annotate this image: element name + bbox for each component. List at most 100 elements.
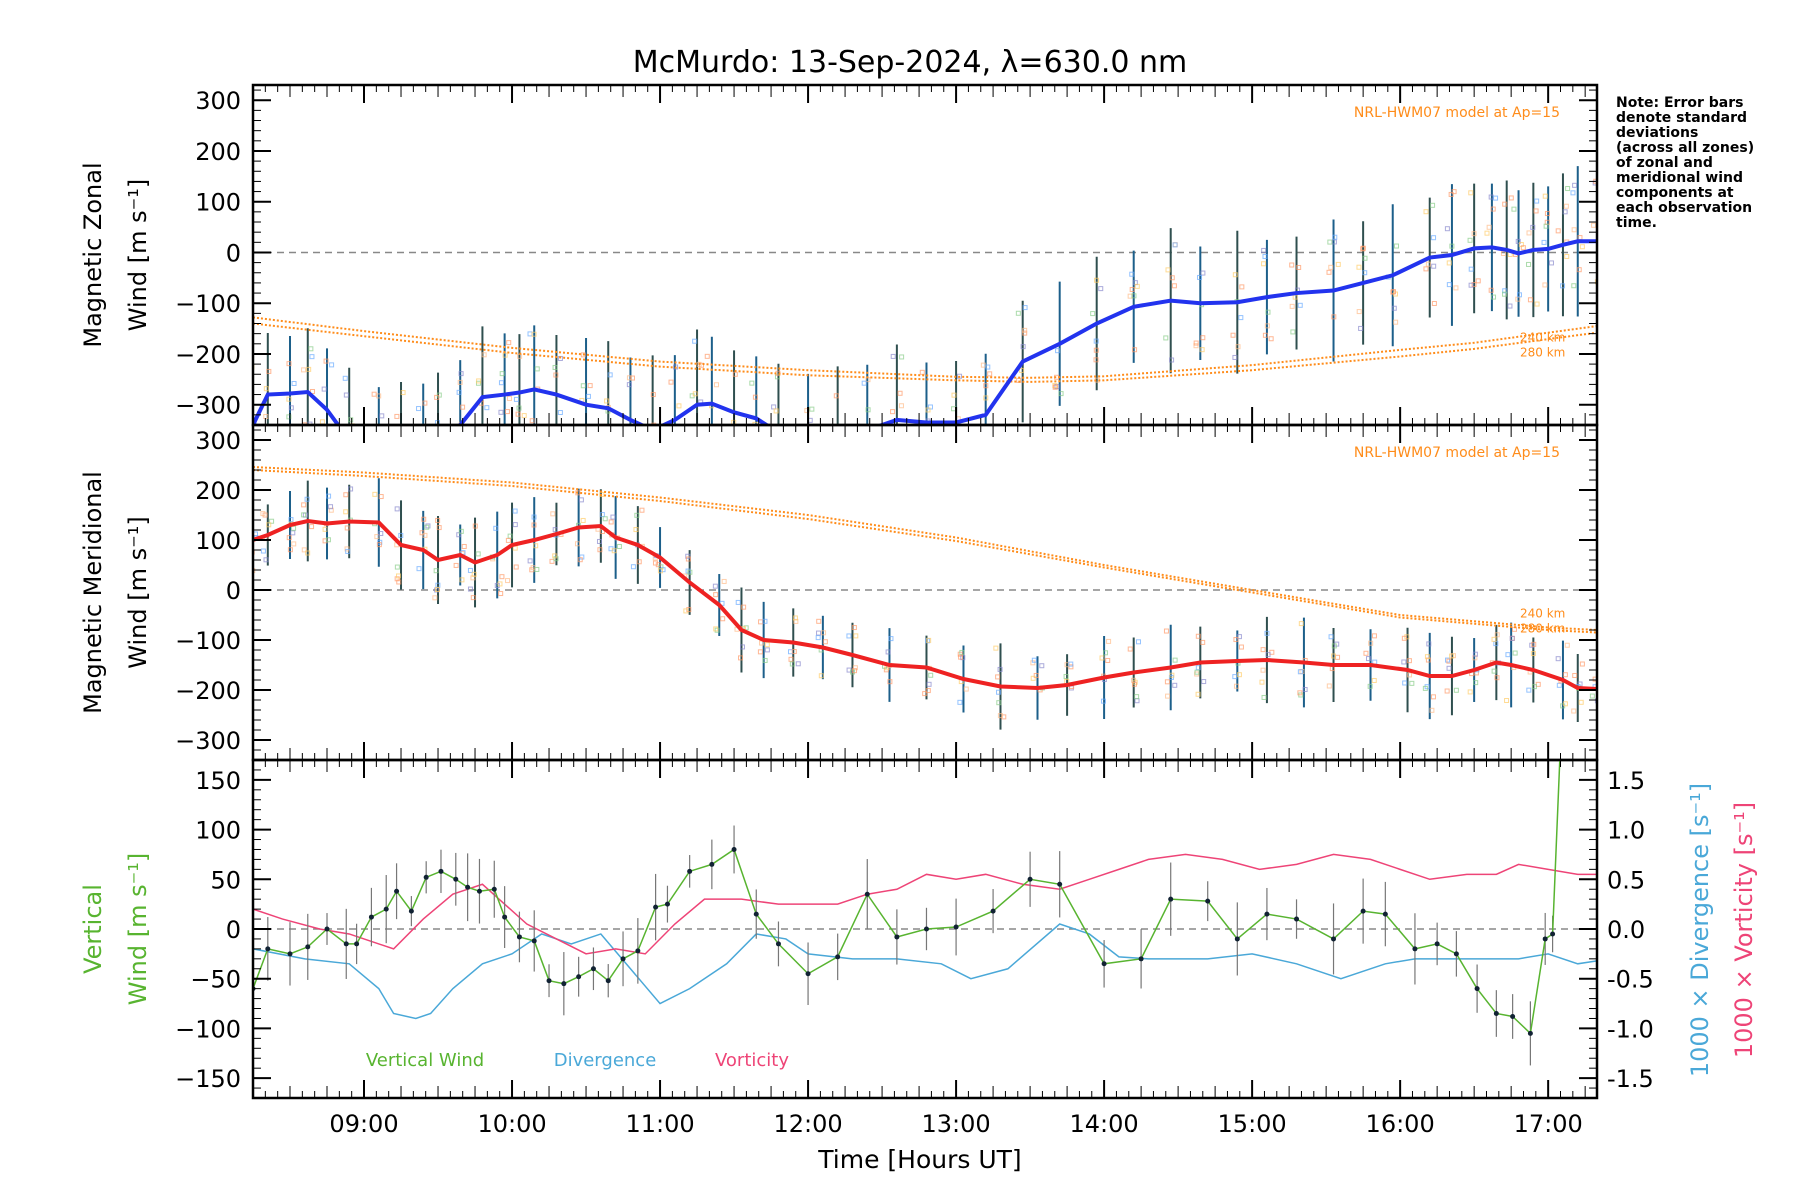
- plot-frame: [251, 423, 1599, 762]
- scatter-point: [1268, 336, 1274, 342]
- vertical-wind-point: [894, 934, 900, 940]
- scatter-point: [309, 524, 315, 530]
- divergence-line: [253, 923, 1597, 1020]
- scatter-point: [951, 406, 957, 412]
- scatter-point: [1531, 641, 1537, 647]
- scatter-point: [1261, 694, 1267, 700]
- vertical-wind-point: [453, 876, 459, 882]
- scatter-point: [476, 378, 482, 384]
- scatter-point: [422, 400, 428, 406]
- scatter-point: [983, 383, 989, 389]
- scatter-point: [1132, 347, 1138, 353]
- scatter-point: [1360, 245, 1366, 251]
- scatter-point: [1356, 264, 1362, 270]
- scatter-point: [795, 661, 801, 667]
- scatter-point: [1331, 314, 1337, 320]
- scatter-point: [457, 379, 463, 385]
- y-tick-label: −100: [175, 627, 241, 655]
- vertical-wind-point: [491, 886, 497, 892]
- plot-area: [253, 466, 1597, 730]
- y-tick-label: −300: [175, 727, 241, 755]
- scatter-point: [1502, 201, 1508, 207]
- scatter-point: [885, 649, 891, 655]
- scatter-point: [1502, 288, 1508, 294]
- scatter-point: [498, 409, 504, 415]
- scatter-point: [1172, 682, 1178, 688]
- scatter-point: [836, 459, 840, 463]
- scatter-point: [531, 439, 535, 443]
- scatter-point: [521, 413, 527, 419]
- scatter-point: [329, 362, 335, 368]
- scatter-point: [926, 637, 932, 643]
- scatter-point: [1494, 675, 1500, 681]
- scatter-point: [395, 457, 399, 461]
- y-tick-label: 200: [195, 138, 241, 166]
- scatter-point: [374, 464, 378, 468]
- scatter-point: [1232, 272, 1238, 278]
- scatter-point: [1526, 230, 1532, 236]
- scatter-point: [1491, 636, 1497, 642]
- scatter-point: [424, 524, 430, 530]
- scatter-point: [404, 483, 408, 487]
- scatter-point: [378, 494, 384, 500]
- scatter-point: [890, 353, 896, 359]
- scatter-point: [1446, 282, 1452, 288]
- scatter-point: [816, 630, 822, 636]
- scatter-point: [757, 649, 763, 655]
- scatter-point: [604, 398, 610, 404]
- scatter-point: [1407, 672, 1413, 678]
- scatter-point: [328, 507, 334, 513]
- scatter-point: [513, 396, 519, 402]
- scatter-point: [1362, 270, 1368, 276]
- scatter-point: [379, 413, 385, 419]
- vertical-wind-point: [305, 944, 311, 950]
- scatter-point: [1562, 672, 1568, 678]
- scatter-point: [396, 579, 402, 585]
- vertical-wind-point: [476, 888, 482, 894]
- scatter-point: [721, 578, 727, 584]
- vertical-wind-point: [1510, 1013, 1516, 1019]
- scatter-point: [418, 433, 422, 437]
- legend-item: Divergence: [554, 1050, 657, 1071]
- scatter-point: [1106, 638, 1112, 644]
- scatter-point: [587, 383, 593, 389]
- scatter-point: [1468, 190, 1474, 196]
- scatter-point: [1430, 694, 1436, 700]
- scatter-point: [1520, 245, 1526, 251]
- scatter-point: [655, 562, 661, 568]
- y-tick-label: −300: [175, 392, 241, 420]
- vertical-wind-point: [653, 904, 659, 910]
- scatter-point: [1165, 693, 1171, 699]
- x-tick-label: 10:00: [477, 1110, 546, 1138]
- scatter-point: [630, 564, 636, 570]
- scatter-point: [1261, 247, 1267, 253]
- scatter-point: [822, 639, 828, 645]
- scatter-point: [1543, 223, 1549, 229]
- y-tick-label: 300: [195, 427, 241, 455]
- scatter-point: [629, 375, 635, 381]
- y-tick-label: 0: [226, 239, 241, 267]
- scatter-point: [398, 532, 404, 538]
- scatter-point: [1102, 650, 1108, 656]
- scatter-point: [247, 459, 251, 463]
- vertical-wind-point: [775, 941, 781, 947]
- scatter-point: [1422, 685, 1428, 691]
- scatter-point: [1515, 238, 1521, 244]
- scatter-point: [1100, 698, 1106, 704]
- scatter-point: [1297, 690, 1303, 696]
- vertical-wind-point: [1493, 1011, 1499, 1016]
- scatter-point: [304, 496, 310, 502]
- scatter-point: [1500, 250, 1506, 256]
- scatter-point: [926, 681, 932, 687]
- scatter-point: [531, 331, 537, 337]
- scatter-point: [506, 395, 512, 401]
- scatter-point: [419, 530, 425, 536]
- scatter-point: [1194, 669, 1200, 675]
- scatter-point: [899, 354, 905, 360]
- vertical-wind-point: [1205, 898, 1211, 904]
- scatter-point: [1335, 654, 1341, 660]
- scatter-point: [758, 619, 764, 625]
- scatter-point: [1265, 652, 1271, 658]
- scatter-point: [602, 462, 606, 466]
- scatter-point: [556, 437, 560, 441]
